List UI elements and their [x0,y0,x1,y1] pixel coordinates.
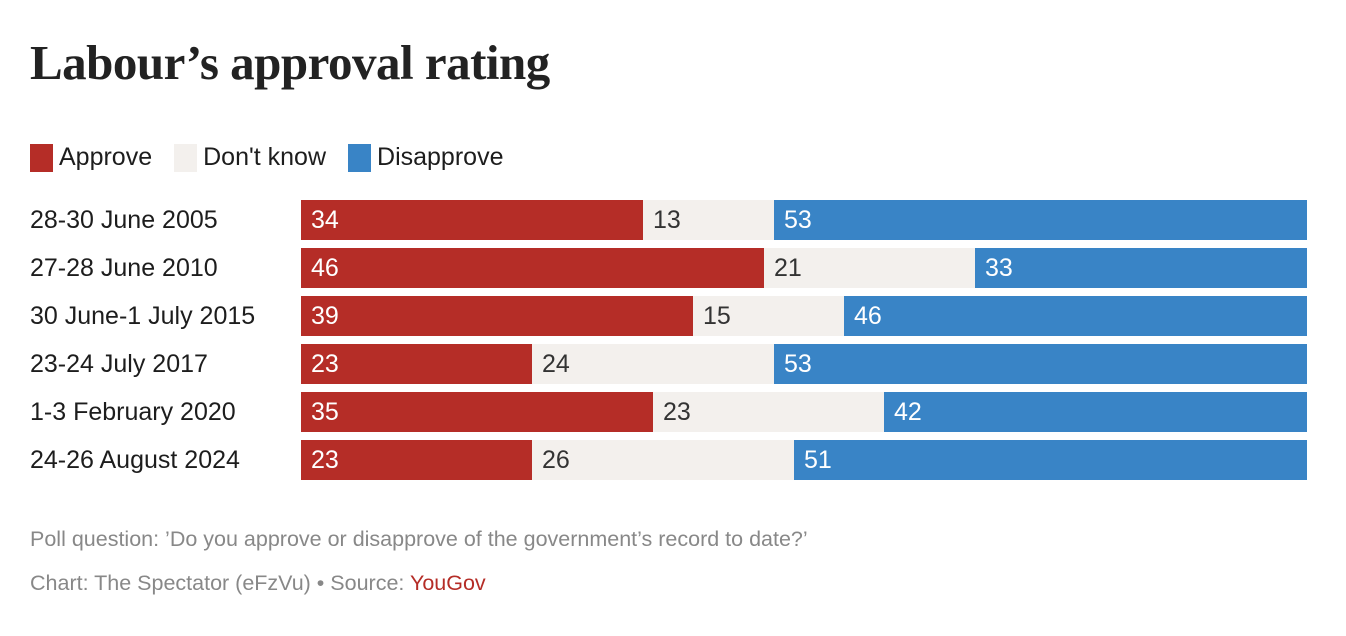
category-label: 28-30 June 2005 [30,206,218,234]
category-label: 27-28 June 2010 [30,254,218,282]
bar-segment-disapprove: 46 [844,296,1307,336]
bar-segment-approve: 23 [301,440,532,480]
category-label: 24-26 August 2024 [30,446,240,474]
stacked-bar: 23 26 51 [301,440,1307,480]
bar-row: 28-30 June 2005 34 13 53 [0,200,1346,240]
legend-item-dont-know: Don't know [174,143,326,172]
bar-row: 24-26 August 2024 23 26 51 [0,440,1346,480]
bar-row: 23-24 July 2017 23 24 53 [0,344,1346,384]
data-label-approve: 39 [311,302,339,330]
bar-segment-disapprove: 51 [794,440,1307,480]
poll-question-note: Poll question: ’Do you approve or disapp… [30,527,808,551]
data-label-don-t-know: 13 [653,206,681,234]
bar-segment-don-t-know: 24 [532,344,774,384]
bar-segment-disapprove: 53 [774,344,1307,384]
stacked-bar: 39 15 46 [301,296,1307,336]
legend-swatch-dont-know [174,143,198,172]
bar-segment-approve: 46 [301,248,764,288]
data-label-disapprove: 46 [854,302,882,330]
bar-segment-approve: 23 [301,344,532,384]
data-label-disapprove: 53 [784,350,812,378]
bar-segment-don-t-know: 15 [693,296,844,336]
credit-line: Chart: The Spectator (eFzVu) • Source: Y… [30,569,808,613]
source-link-yougov[interactable]: YouGov [409,571,486,595]
legend: Approve Don't know Disapprove [30,143,525,172]
bar-segment-approve: 34 [301,200,643,240]
bar-segment-disapprove: 53 [774,200,1307,240]
chart-notes: Poll question: ’Do you approve or disapp… [30,525,808,613]
data-label-don-t-know: 23 [663,398,691,426]
data-label-disapprove: 42 [894,398,922,426]
stacked-bar: 23 24 53 [301,344,1307,384]
data-label-disapprove: 33 [985,254,1013,282]
bar-segment-don-t-know: 23 [653,392,884,432]
data-label-approve: 35 [311,398,339,426]
data-label-approve: 23 [311,350,339,378]
legend-swatch-approve [30,143,53,172]
category-label: 1-3 February 2020 [30,398,236,426]
category-label: 30 June-1 July 2015 [30,302,256,330]
legend-label-dont-know: Don't know [203,143,327,171]
data-label-disapprove: 53 [784,206,812,234]
data-label-don-t-know: 21 [774,254,802,282]
stacked-bar: 46 21 33 [301,248,1307,288]
data-label-don-t-know: 24 [542,350,570,378]
legend-label-approve: Approve [59,143,153,171]
bar-row: 30 June-1 July 2015 39 15 46 [0,296,1346,336]
data-label-approve: 46 [311,254,339,282]
legend-item-approve: Approve [30,143,152,172]
chart-title: Labour’s approval rating [30,35,550,90]
bar-segment-disapprove: 42 [884,392,1307,432]
data-label-don-t-know: 26 [542,446,570,474]
bar-segment-approve: 39 [301,296,693,336]
bar-row: 1-3 February 2020 35 23 42 [0,392,1346,432]
legend-item-disapprove: Disapprove [348,143,503,172]
bar-segment-disapprove: 33 [975,248,1307,288]
category-label: 23-24 July 2017 [30,350,208,378]
data-label-disapprove: 51 [804,446,832,474]
legend-swatch-disapprove [348,143,372,172]
legend-label-disapprove: Disapprove [377,143,504,171]
bar-segment-approve: 35 [301,392,653,432]
data-label-approve: 23 [311,446,339,474]
bar-segment-don-t-know: 13 [643,200,774,240]
stacked-bar: 35 23 42 [301,392,1307,432]
bar-segment-don-t-know: 21 [764,248,975,288]
bar-row: 27-28 June 2010 46 21 33 [0,248,1346,288]
bar-segment-don-t-know: 26 [532,440,794,480]
credit-text: Chart: The Spectator (eFzVu) • Source: [30,571,410,595]
data-label-approve: 34 [311,206,339,234]
stacked-bar: 34 13 53 [301,200,1307,240]
data-label-don-t-know: 15 [703,302,731,330]
